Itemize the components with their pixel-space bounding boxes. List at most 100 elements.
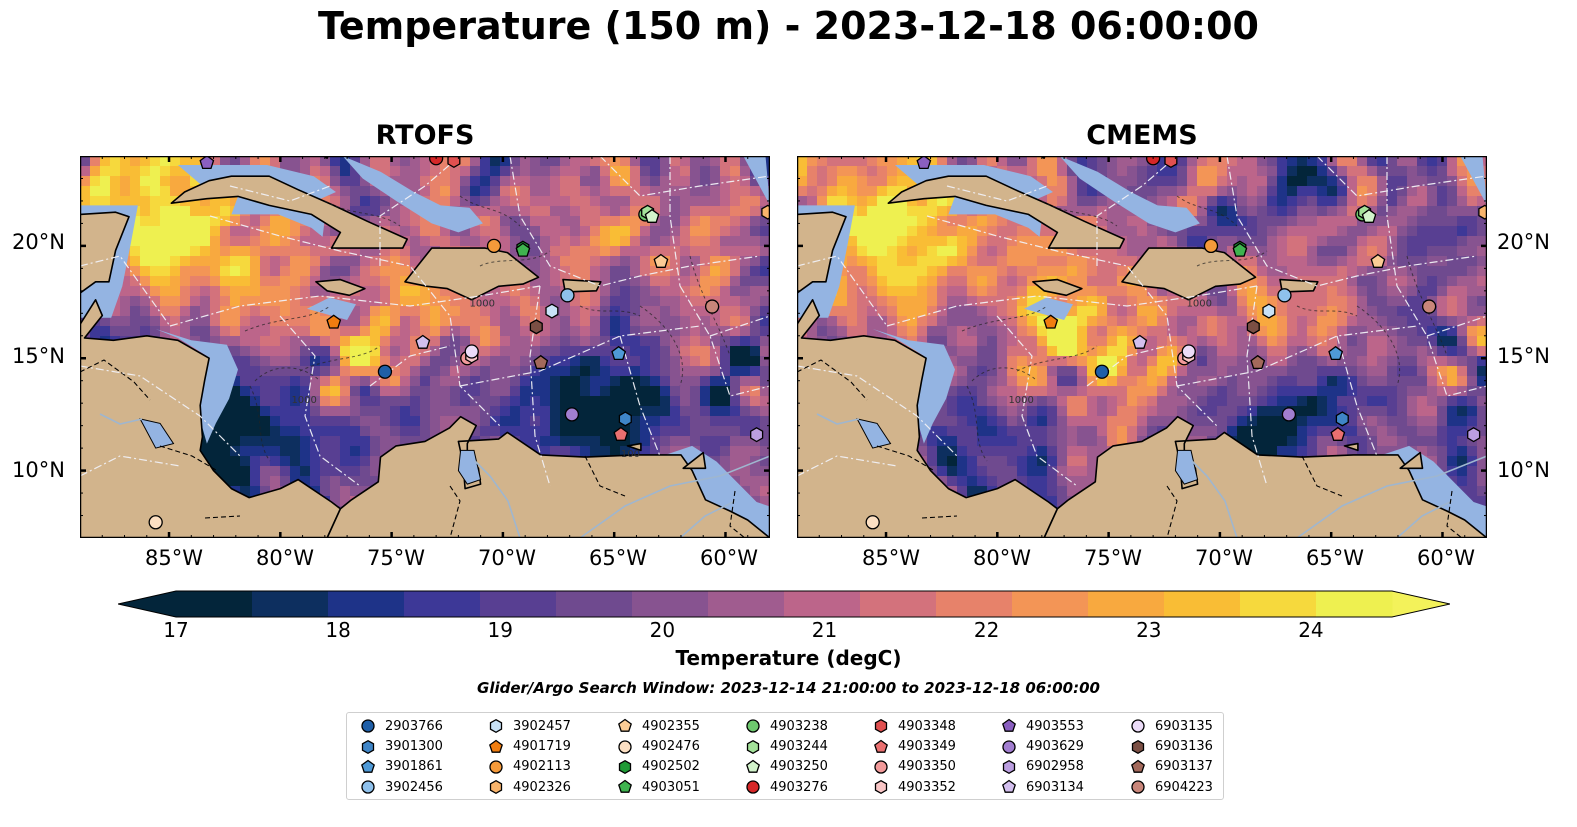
legend-item: 6903136 <box>1130 736 1213 756</box>
marker-6904223 <box>704 299 720 314</box>
marker-3902457 <box>545 303 559 319</box>
legend-item: 4901719 <box>488 736 571 756</box>
colorbar-under-arrow <box>118 591 176 617</box>
lon-tick-right-65w: 65°W <box>1306 546 1364 570</box>
legend-column: 4903238 4903244 4903250 4903276 <box>745 716 828 798</box>
legend-item: 4902113 <box>488 757 571 777</box>
lat-tick-right-20n: 20°N <box>1497 230 1550 254</box>
marker-4903629 <box>1281 407 1297 422</box>
colorbar-swatch <box>708 591 785 617</box>
legend-item: 2903766 <box>360 716 443 736</box>
hexagon-marker-icon <box>874 780 888 795</box>
colorbar-tick-label: 23 <box>1136 618 1162 642</box>
marker-4903276 <box>1145 156 1161 166</box>
marker-2903766 <box>377 364 393 379</box>
marker-6903137 <box>533 354 549 370</box>
marker-3902456 <box>1277 288 1292 303</box>
legend-label: 6902958 <box>1026 759 1084 775</box>
circle-marker-icon <box>1131 719 1145 733</box>
legend-item: 4903348 <box>873 716 956 736</box>
legend-label: 4902355 <box>642 718 700 734</box>
lat-tick-left-10n: 10°N <box>12 458 65 482</box>
colorbar-tick-label: 17 <box>163 618 189 642</box>
marker-3901300 <box>1335 411 1349 427</box>
marker-4903051 <box>515 242 531 257</box>
legend-label: 4901719 <box>513 739 571 755</box>
legend-label: 4903352 <box>898 779 956 795</box>
hexagon-marker-icon <box>746 739 760 754</box>
observation-markers <box>148 156 770 530</box>
marker-4902326 <box>1478 204 1487 220</box>
search-window-text: Glider/Argo Search Window: 2023-12-14 21… <box>477 679 1100 697</box>
lon-tick-right-80w: 80°W <box>973 546 1031 570</box>
colorbar-swatch <box>404 591 481 617</box>
rtofs-map[interactable]: 1000 1000 100 <box>80 156 770 538</box>
marker-3901300 <box>618 411 632 427</box>
eez-boundaries <box>797 156 1487 487</box>
legend-column: 4903553 4903629 6902958 6903134 <box>1001 716 1084 798</box>
colorbar-swatch <box>784 591 861 617</box>
legend-label: 4903276 <box>770 779 828 795</box>
colorbar-swatch <box>632 591 709 617</box>
legend-label: 6903135 <box>1155 718 1213 734</box>
lon-tick-left-70w: 70°W <box>478 546 536 570</box>
legend-item: 4903276 <box>745 777 828 797</box>
legend-label: 6904223 <box>1155 779 1213 795</box>
marker-4903276 <box>428 156 444 166</box>
hexagon-marker-icon <box>618 759 632 775</box>
legend-item: 4903051 <box>617 777 700 797</box>
legend-item: 3901300 <box>360 736 443 756</box>
marker-4902113 <box>1203 238 1219 254</box>
lat-tick-left-20n: 20°N <box>12 230 65 254</box>
colorbar-swatch <box>860 591 937 617</box>
marker-3901861 <box>1328 345 1344 361</box>
contour-label: 100 <box>621 449 640 460</box>
legend-item: 4903553 <box>1001 716 1084 736</box>
hexagon-marker-icon <box>874 719 888 734</box>
circle-marker-icon <box>1002 739 1016 754</box>
legend-label: 2903766 <box>385 718 443 734</box>
cmems-map[interactable]: 1000 1000 <box>797 156 1487 538</box>
marker-6903136 <box>1246 319 1260 335</box>
legend-label: 6903136 <box>1155 739 1213 755</box>
legend-item: 4903629 <box>1001 736 1084 756</box>
lon-tick-left-85w: 85°W <box>145 546 203 570</box>
float-legend: 2903766 3901300 3901861 3902456 3902457 49017… <box>346 712 1224 800</box>
colorbar-swatch <box>1316 591 1393 617</box>
lon-tick-right-85w: 85°W <box>862 546 920 570</box>
colorbar <box>117 590 1451 622</box>
marker-6902958 <box>750 427 764 443</box>
legend-column: 6903135 6903136 6903137 6904223 <box>1130 716 1213 798</box>
contour-label: 1000 <box>1187 299 1212 310</box>
contour-label: 1000 <box>470 299 495 310</box>
legend-column: 3902457 4901719 4902113 4902326 <box>488 716 571 798</box>
colorbar-swatch <box>480 591 557 617</box>
pentagon-marker-icon <box>1002 780 1016 794</box>
legend-label: 6903134 <box>1026 779 1084 795</box>
colorbar-tick-label: 21 <box>811 618 838 642</box>
marker-4902355 <box>1370 253 1386 268</box>
marker-4902355 <box>653 253 669 268</box>
colorbar-label: Temperature (degC) <box>675 646 902 670</box>
colorbar-tick-label: 20 <box>649 618 676 642</box>
colorbar-over-arrow <box>1392 591 1450 617</box>
legend-label: 4903349 <box>898 739 956 755</box>
colorbar-swatch <box>936 591 1013 617</box>
contour-label: 1000 <box>291 395 316 406</box>
circle-marker-icon <box>1131 780 1145 795</box>
hexagon-marker-icon <box>361 739 375 754</box>
legend-item: 4902476 <box>617 736 700 756</box>
legend-item: 4903250 <box>745 757 828 777</box>
legend-item: 4903244 <box>745 736 828 756</box>
hexagon-marker-icon <box>1002 759 1016 775</box>
legend-label: 4903348 <box>898 718 956 734</box>
legend-item: 6904223 <box>1130 777 1213 797</box>
marker-4903051 <box>1232 242 1248 257</box>
pentagon-marker-icon <box>1131 759 1145 773</box>
marker-4903629 <box>564 407 580 422</box>
marker-6903134 <box>1132 334 1148 349</box>
marker-3902456 <box>560 288 575 303</box>
legend-item: 4902355 <box>617 716 700 736</box>
legend-item: 4903352 <box>873 777 956 797</box>
lon-tick-right-70w: 70°W <box>1195 546 1253 570</box>
